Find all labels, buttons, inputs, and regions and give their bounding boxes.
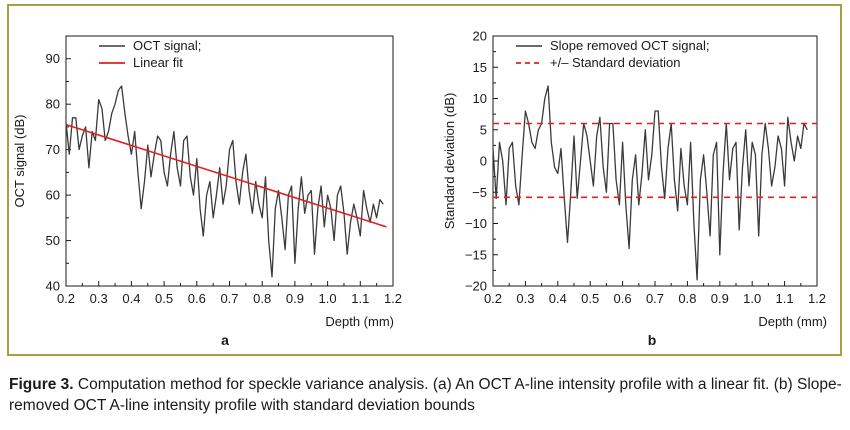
chart-b-xtick-label: 0.9 [711, 291, 729, 306]
chart-b-legend-label-1: +/– Standard deviation [550, 55, 680, 70]
chart-b-xtick-label: 0.8 [678, 291, 696, 306]
chart-a-ytick-label: 60 [46, 188, 60, 203]
chart-b-xtick-label: 0.6 [614, 291, 632, 306]
chart-b-ytick-label: −10 [465, 216, 487, 231]
chart-b-ytick-label: 5 [480, 122, 487, 137]
figure-panel: 0.2 0.3 0.4 0.5 0.6 0.7 0.8 0.9 1.0 1.1 1.2 40 50 60 7… [7, 4, 842, 356]
chart-b-ytick-label: 10 [473, 91, 487, 106]
chart-b: 0.2 0.3 0.4 0.5 0.6 0.7 0.8 0.9 1.0 1.1 1.2 −20 −15 −… [442, 29, 827, 349]
caption-label: Figure 3. [9, 376, 74, 393]
chart-b-xtick-label: 0.3 [516, 291, 534, 306]
chart-a-ytick-label: 90 [46, 51, 60, 66]
chart-a-ytick-label: 40 [46, 279, 60, 294]
chart-b-legend-label-0: Slope removed OCT signal; [550, 38, 709, 53]
chart-b-xtick-label: 1.0 [743, 291, 761, 306]
chart-a-legend-label-0: OCT signal; [133, 38, 201, 53]
chart-b-ytick-label: 20 [473, 29, 487, 44]
chart-a-xtick-label: 0.5 [155, 291, 173, 306]
chart-b-ylabel: Standard deviation (dB) [442, 93, 457, 230]
chart-a-ytick-label: 70 [46, 142, 60, 157]
chart-a-legend-label-1: Linear fit [133, 55, 183, 70]
chart-b-plot-frame [492, 35, 818, 287]
chart-a-ylabel: OCT signal (dB) [12, 115, 27, 208]
chart-a-series-0-line [65, 85, 384, 278]
charts-svg: 0.2 0.3 0.4 0.5 0.6 0.7 0.8 0.9 1.0 1.1 1.24050607… [12, 29, 827, 349]
chart-b-ytick-label: 0 [480, 154, 487, 169]
chart-b-ytick-label: −20 [465, 279, 487, 294]
chart-b-panel-letter: b [648, 332, 657, 348]
chart-a-xtick-label: 0.4 [122, 291, 140, 306]
chart-a-panel-letter: a [221, 332, 229, 348]
chart-a-xtick-label: 1.1 [351, 291, 369, 306]
chart-b-xtick-label: 1.1 [776, 291, 794, 306]
chart-a: 0.2 0.3 0.4 0.5 0.6 0.7 0.8 0.9 1.0 1.1 1.2 40 50 60 7… [12, 35, 402, 348]
chart-b-xtick-label: 0.2 [484, 291, 502, 306]
chart-a-xtick-label: 0.2 [57, 291, 75, 306]
chart-a-xtick-label: 0.7 [220, 291, 238, 306]
chart-b-xtick-label: 0.7 [646, 291, 664, 306]
chart-a-series-1-line [65, 123, 387, 228]
chart-b-xtick-label: 0.4 [549, 291, 567, 306]
chart-a-xtick-label: 0.9 [286, 291, 304, 306]
chart-a-ytick-label: 80 [46, 97, 60, 112]
chart-a-xtick-label: 0.8 [253, 291, 271, 306]
chart-b-xtick-label: 0.5 [581, 291, 599, 306]
chart-b-xlabel: Depth (mm) [758, 314, 827, 329]
chart-b-ytick-label: −5 [472, 185, 487, 200]
chart-b-ytick-label: 15 [473, 60, 487, 75]
chart-b-xtick-label: 1.2 [808, 291, 826, 306]
chart-b-series-0-line [492, 85, 808, 281]
caption-text: Computation method for speckle variance … [9, 376, 842, 414]
chart-b-ytick-label: −15 [465, 247, 487, 262]
chart-a-plot-frame [65, 35, 394, 287]
figure-caption: Figure 3. Computation method for speckle… [9, 374, 844, 416]
chart-a-xtick-label: 0.3 [90, 291, 108, 306]
chart-a-xtick-label: 0.6 [188, 291, 206, 306]
chart-a-xtick-label: 1.2 [384, 291, 402, 306]
chart-a-xtick-label: 1.0 [319, 291, 337, 306]
chart-a-ytick-label: 50 [46, 233, 60, 248]
chart-a-xlabel: Depth (mm) [325, 314, 394, 329]
